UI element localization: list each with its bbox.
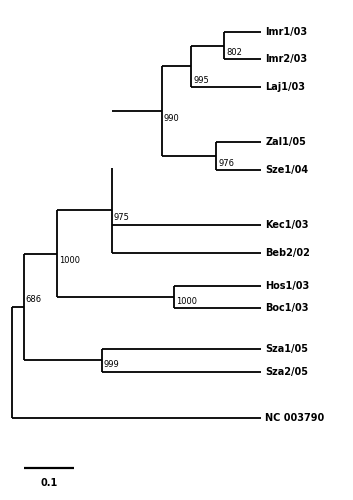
Text: Boc1/03: Boc1/03 (265, 303, 309, 313)
Text: 999: 999 (103, 360, 119, 370)
Text: Imr1/03: Imr1/03 (265, 27, 307, 37)
Text: 686: 686 (25, 295, 42, 304)
Text: Zal1/05: Zal1/05 (265, 138, 306, 147)
Text: 802: 802 (226, 48, 242, 57)
Text: Sza2/05: Sza2/05 (265, 366, 308, 376)
Text: Beb2/02: Beb2/02 (265, 248, 310, 258)
Text: Kec1/03: Kec1/03 (265, 220, 309, 230)
Text: NC 003790: NC 003790 (265, 414, 324, 424)
Text: 975: 975 (114, 213, 130, 222)
Text: Sza1/05: Sza1/05 (265, 344, 308, 354)
Text: 976: 976 (219, 158, 234, 168)
Text: 995: 995 (193, 76, 209, 85)
Text: 0.1: 0.1 (41, 478, 58, 488)
Text: 990: 990 (163, 114, 179, 123)
Text: Sze1/04: Sze1/04 (265, 165, 308, 175)
Text: Laj1/03: Laj1/03 (265, 82, 305, 92)
Text: 1000: 1000 (59, 256, 80, 266)
Text: Imr2/03: Imr2/03 (265, 54, 307, 64)
Text: 1000: 1000 (176, 297, 197, 306)
Text: Hos1/03: Hos1/03 (265, 281, 310, 291)
